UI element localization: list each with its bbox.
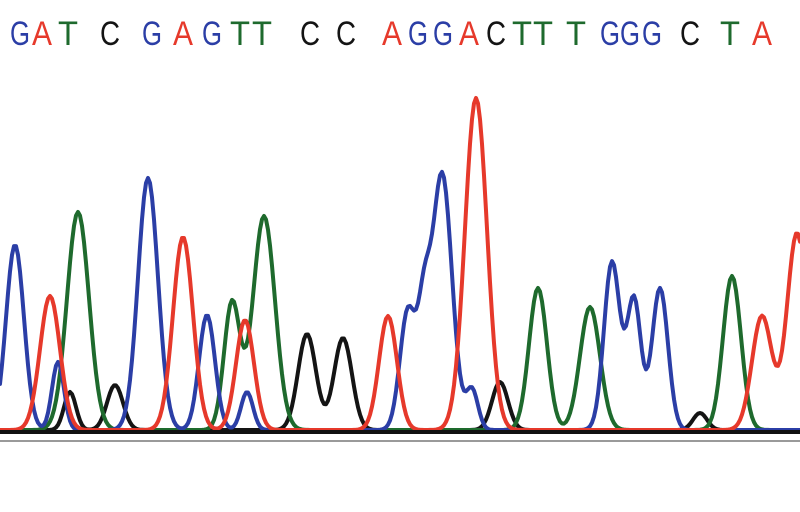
base-letter: G (620, 15, 640, 53)
base-letter: G (10, 15, 30, 53)
base-letter: G (408, 15, 428, 53)
base-letter: A (752, 15, 772, 53)
base-letter: C (336, 15, 356, 53)
base-letter: G (433, 15, 453, 53)
trace-g (0, 169, 800, 432)
base-letter: T (720, 15, 740, 53)
base-letter: A (173, 15, 193, 53)
base-letter: T (512, 15, 532, 53)
base-letter: G (202, 15, 222, 53)
base-letter: G (600, 15, 620, 53)
base-letter: G (142, 15, 162, 53)
base-letter: C (300, 15, 320, 53)
base-letter: C (100, 15, 120, 53)
base-letter: T (252, 15, 272, 53)
base-letter: T (566, 15, 586, 53)
base-letter: C (680, 15, 700, 53)
base-letter: A (459, 15, 479, 53)
base-letter: T (58, 15, 78, 53)
base-letter: C (486, 15, 506, 53)
base-letter: T (533, 15, 553, 53)
base-letter: A (382, 15, 402, 53)
base-letter: G (642, 15, 662, 53)
base-letter: T (230, 15, 250, 53)
base-letter: A (32, 15, 52, 53)
